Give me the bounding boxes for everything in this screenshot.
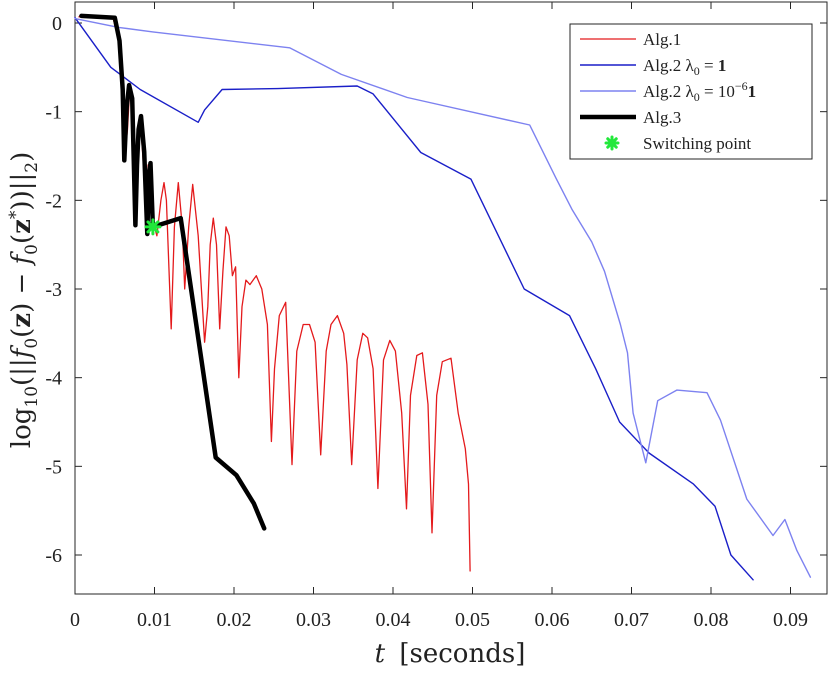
y-label-z2: z bbox=[7, 219, 37, 234]
y-label-star: * bbox=[6, 210, 26, 219]
x-tick-label: 0 bbox=[70, 609, 80, 631]
y-label-log: log bbox=[7, 408, 37, 449]
x-tick-label: 0.07 bbox=[614, 609, 649, 631]
y-label-sub0: 0 bbox=[22, 338, 42, 349]
y-tick-label: 0 bbox=[52, 13, 62, 35]
y-label-z: z bbox=[7, 313, 37, 328]
y-tick-label: -2 bbox=[45, 190, 62, 212]
x-tick-label: 0.08 bbox=[694, 609, 729, 631]
x-axis-variable: t bbox=[375, 639, 386, 669]
y-tick-label: -3 bbox=[45, 279, 62, 301]
y-label-paren-open2: ( bbox=[7, 234, 37, 244]
y-label-minus: − bbox=[7, 264, 37, 294]
legend-swatch-switching-point bbox=[604, 135, 620, 151]
x-tick-label: 0.06 bbox=[535, 609, 570, 631]
x-tick-label: 0.09 bbox=[773, 609, 808, 631]
y-label-paren-close: ) bbox=[7, 295, 37, 313]
series-line-3 bbox=[79, 13, 267, 531]
legend-label-2: Alg.2 λ0 = 10−61 bbox=[643, 79, 756, 104]
y-tick-label: -1 bbox=[45, 102, 62, 124]
x-tick-label: 0.01 bbox=[137, 609, 172, 631]
y-label-sub0b: 0 bbox=[22, 244, 42, 255]
legend-label-1: Alg.2 λ0 = 1 bbox=[643, 56, 726, 78]
x-axis-unit: [seconds] bbox=[399, 639, 525, 669]
x-tick-label: 0.03 bbox=[296, 609, 331, 631]
series-line-2 bbox=[74, 17, 812, 578]
series-layer bbox=[74, 13, 812, 581]
y-label-final-paren: ) bbox=[7, 152, 37, 162]
y-label-open: (|| bbox=[7, 358, 37, 386]
y-label-paren-close2: )) bbox=[7, 190, 37, 210]
y-label-norm: 2 bbox=[22, 162, 42, 173]
series-line-1 bbox=[74, 17, 754, 581]
y-label-paren-open: ( bbox=[7, 328, 37, 338]
plot-frame bbox=[74, 1, 828, 595]
x-axis-label: t [seconds] bbox=[375, 639, 526, 669]
x-tick-label: 0.02 bbox=[217, 609, 252, 631]
x-tick-label: 0.04 bbox=[376, 609, 411, 631]
switching-point-marker bbox=[144, 218, 162, 236]
y-axis-label: log10(||f0(z) − f0(z*))||2) bbox=[6, 152, 42, 448]
legend-label-3: Alg.3 bbox=[643, 108, 681, 127]
x-tick-label: 0.05 bbox=[455, 609, 490, 631]
y-label-close: || bbox=[7, 173, 37, 191]
y-tick-label: -5 bbox=[45, 456, 62, 478]
y-tick-label: -6 bbox=[45, 545, 62, 567]
y-label-base: 10 bbox=[22, 386, 42, 408]
series-line-0 bbox=[78, 16, 471, 572]
legend-label-4: Switching point bbox=[643, 134, 751, 153]
legend-label-0: Alg.1 bbox=[643, 30, 681, 49]
axis-ticks: 0 0.01 0.02 0.03 0.04 0.05 0.06 0.07 0.08 0.09 0 -1… bbox=[45, 2, 827, 631]
y-tick-label: -4 bbox=[45, 368, 62, 390]
